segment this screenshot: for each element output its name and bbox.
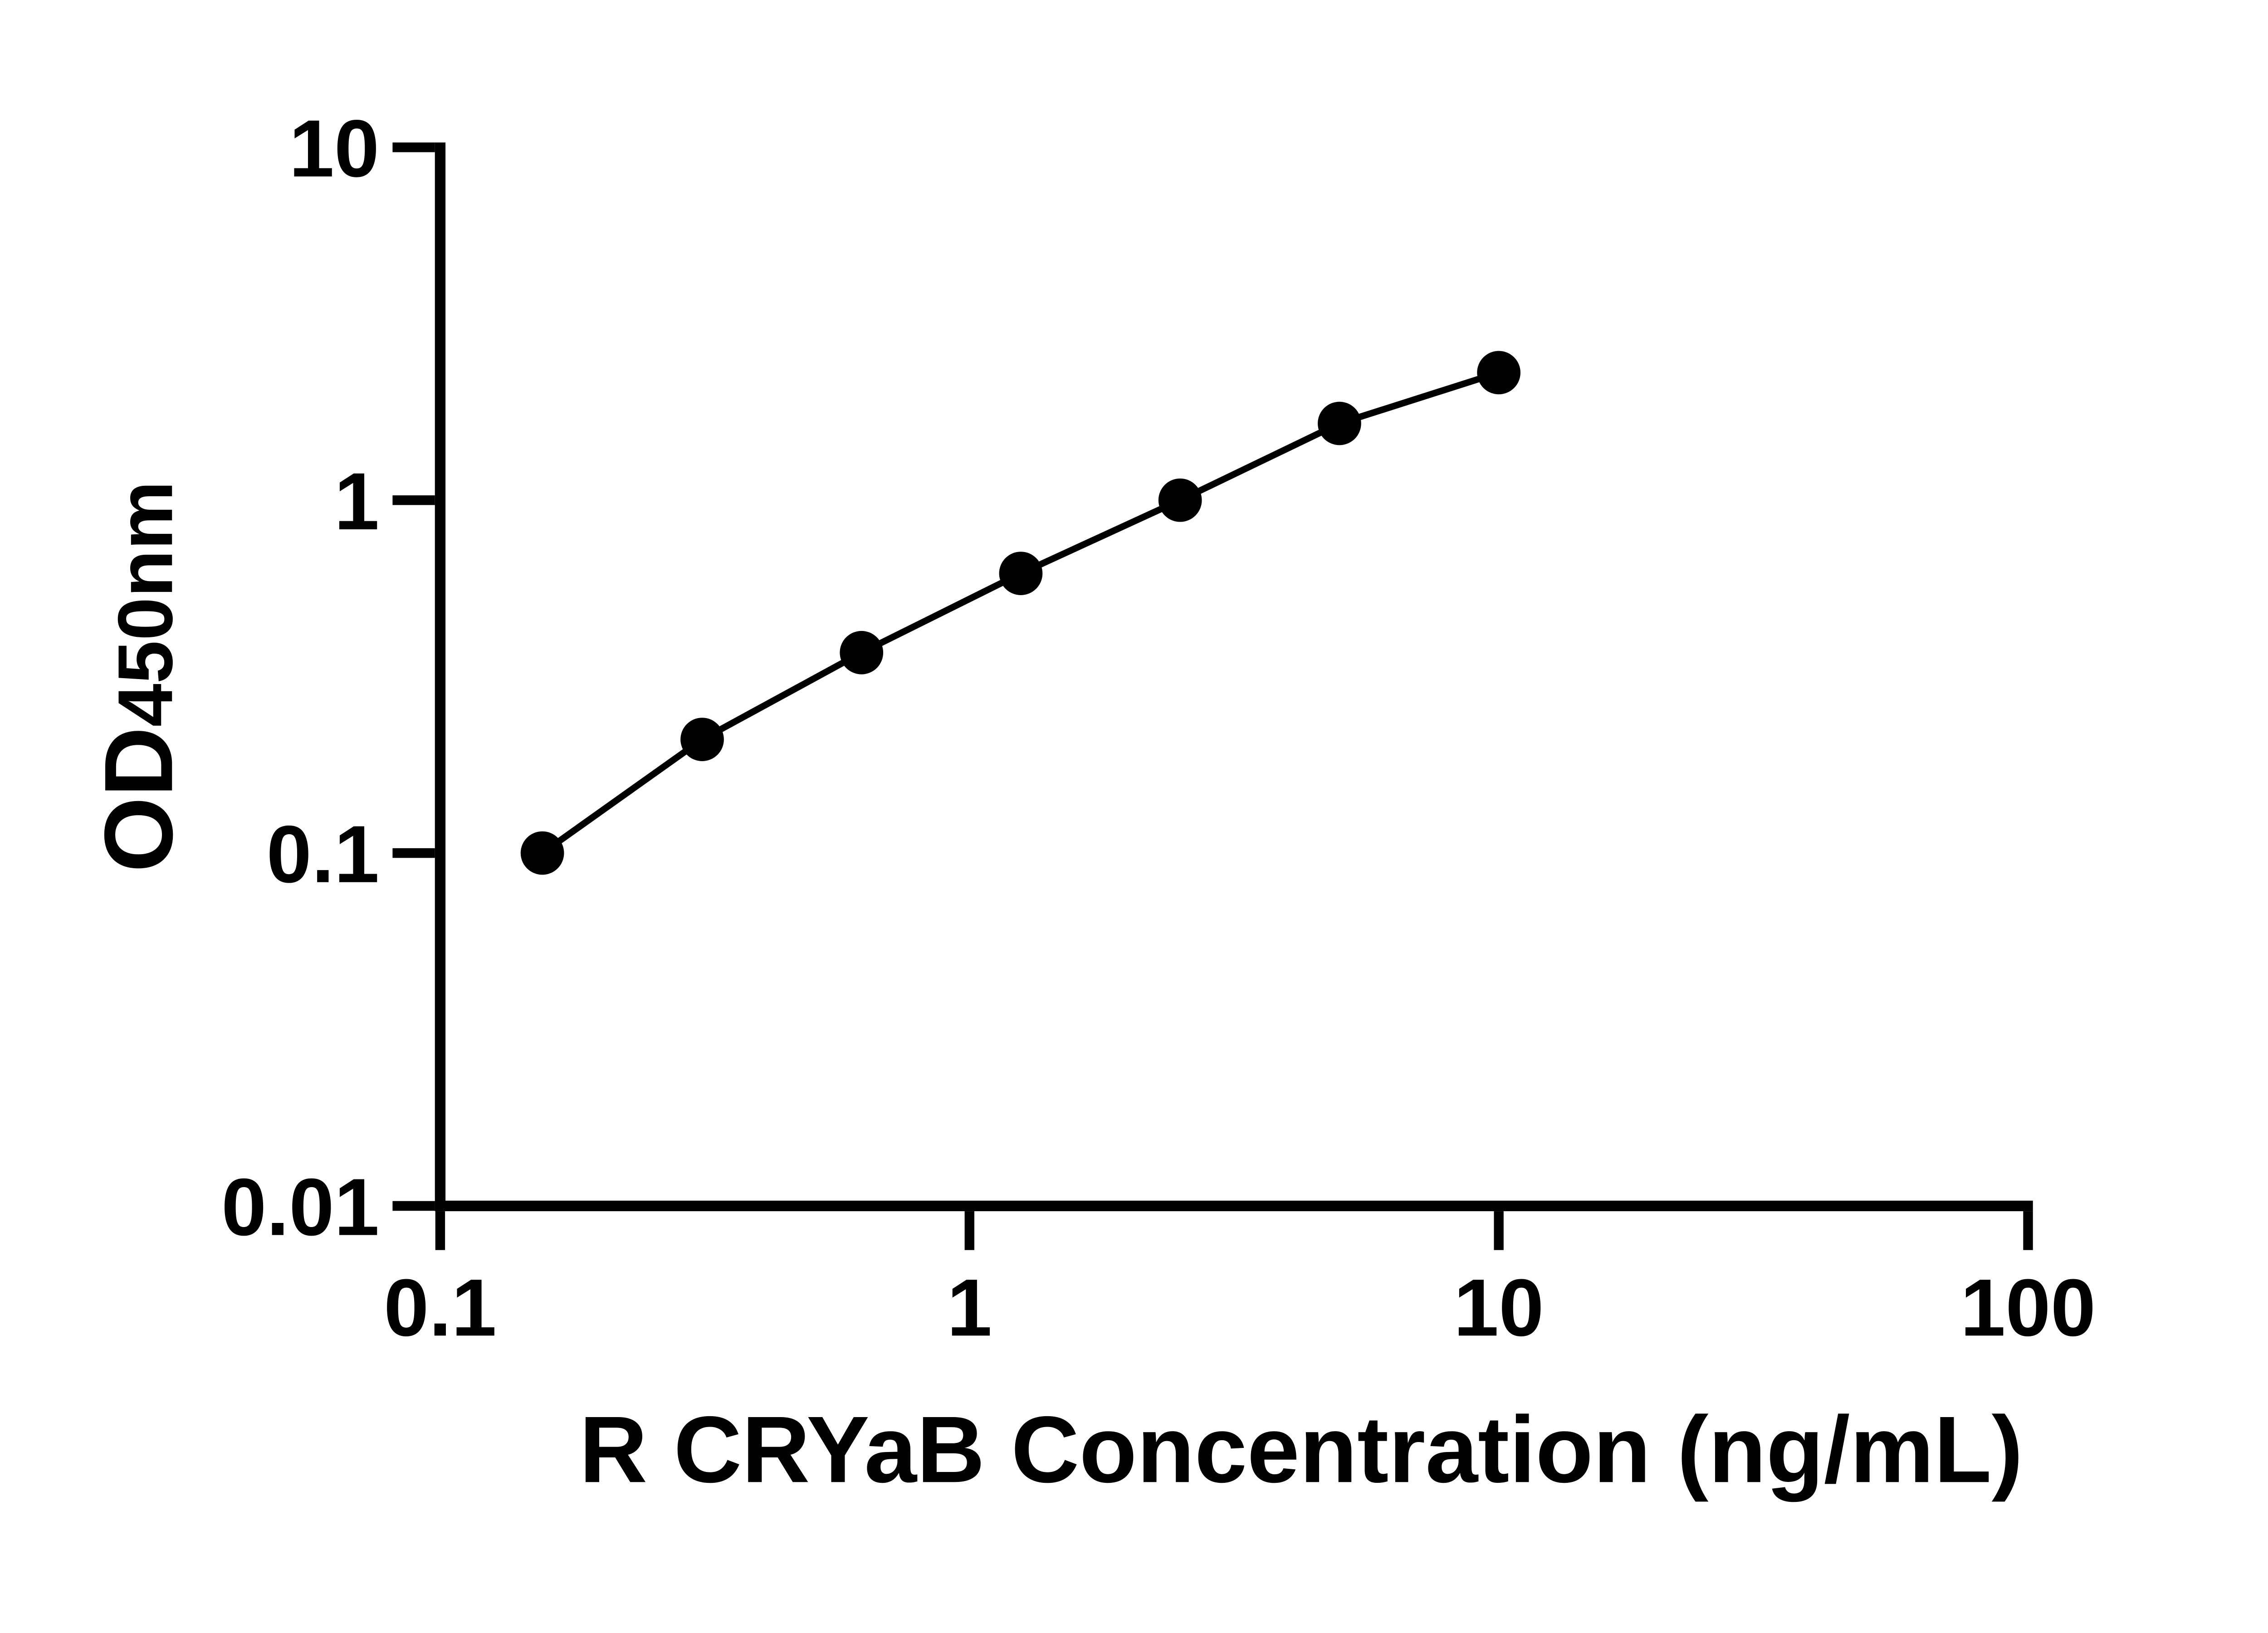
data-point-1: [520, 831, 564, 875]
elisa-standard-curve-chart: 10 1 0.1 0.01 0.1 1 10 100 R CRYaB Conce…: [84, 103, 2096, 1502]
x-axis-ticks: [435, 1211, 2033, 1250]
data-point-2: [680, 718, 724, 761]
x-axis-tick-labels: 0.1 1 10 100: [384, 1262, 2096, 1353]
data-point-5: [1158, 478, 1202, 522]
y-tick-label-10: 10: [289, 103, 379, 194]
curve-line: [540, 369, 1500, 856]
data-point-3: [840, 631, 884, 675]
standard-curve-figure: 10 1 0.1 0.01 0.1 1 10 100 R CRYaB Conce…: [84, 103, 2096, 1503]
y-axis-tick-labels: 10 1 0.1 0.01: [221, 103, 379, 1252]
y-tick-label-1: 1: [334, 456, 379, 547]
y-tick-label-0p1: 0.1: [267, 809, 380, 900]
y-axis-title-sub: 450nm: [102, 481, 189, 727]
data-point-7: [1477, 351, 1521, 395]
x-tick-label-100: 100: [1960, 1262, 2096, 1353]
x-tick-label-1: 1: [947, 1262, 992, 1353]
x-axis-title: R CRYaB Concentration (ng/mL): [579, 1397, 2023, 1502]
y-axis-title: OD450nm: [84, 481, 193, 872]
x-tick-label-10: 10: [1454, 1262, 1544, 1353]
y-axis-title-main: OD: [84, 727, 193, 872]
y-tick-label-0p01: 0.01: [221, 1162, 379, 1252]
x-tick-label-0p1: 0.1: [384, 1262, 497, 1353]
data-point-6: [1318, 401, 1361, 445]
data-point-4: [999, 552, 1043, 595]
y-axis-ticks: [392, 142, 435, 1211]
data-series: [520, 351, 1521, 875]
